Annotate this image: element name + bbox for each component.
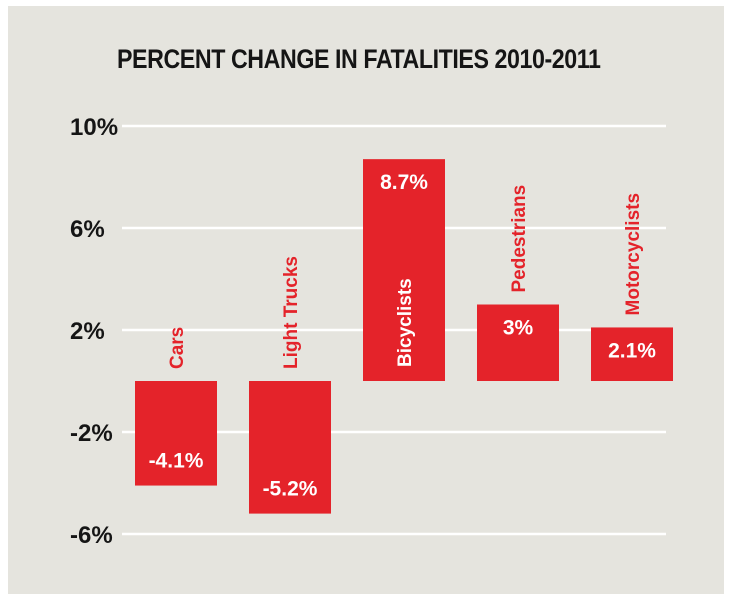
value-label: 8.7%: [380, 171, 428, 194]
y-tick-label: 2%: [70, 318, 105, 345]
value-label: 2.1%: [608, 339, 656, 362]
bar: [591, 327, 673, 381]
value-label: -4.1%: [149, 450, 204, 473]
y-tick-label: 6%: [70, 216, 105, 243]
value-label: 3%: [503, 317, 534, 340]
y-tick-label: -6%: [70, 522, 113, 549]
category-label: Motorcyclists: [623, 193, 644, 315]
y-tick-label: -2%: [70, 420, 113, 447]
bar: [135, 381, 217, 486]
chart-title: PERCENT CHANGE IN FATALITIES 2010-2011: [117, 44, 601, 74]
y-tick-label: 10%: [70, 114, 118, 141]
value-label: -5.2%: [263, 478, 318, 501]
bar: [363, 159, 445, 381]
category-label: Bicyclists: [395, 278, 416, 367]
bar: [249, 381, 331, 514]
category-label: Cars: [167, 327, 188, 369]
bar: [477, 304, 559, 381]
category-label: Pedestrians: [509, 185, 530, 293]
category-label: Light Trucks: [281, 256, 302, 369]
